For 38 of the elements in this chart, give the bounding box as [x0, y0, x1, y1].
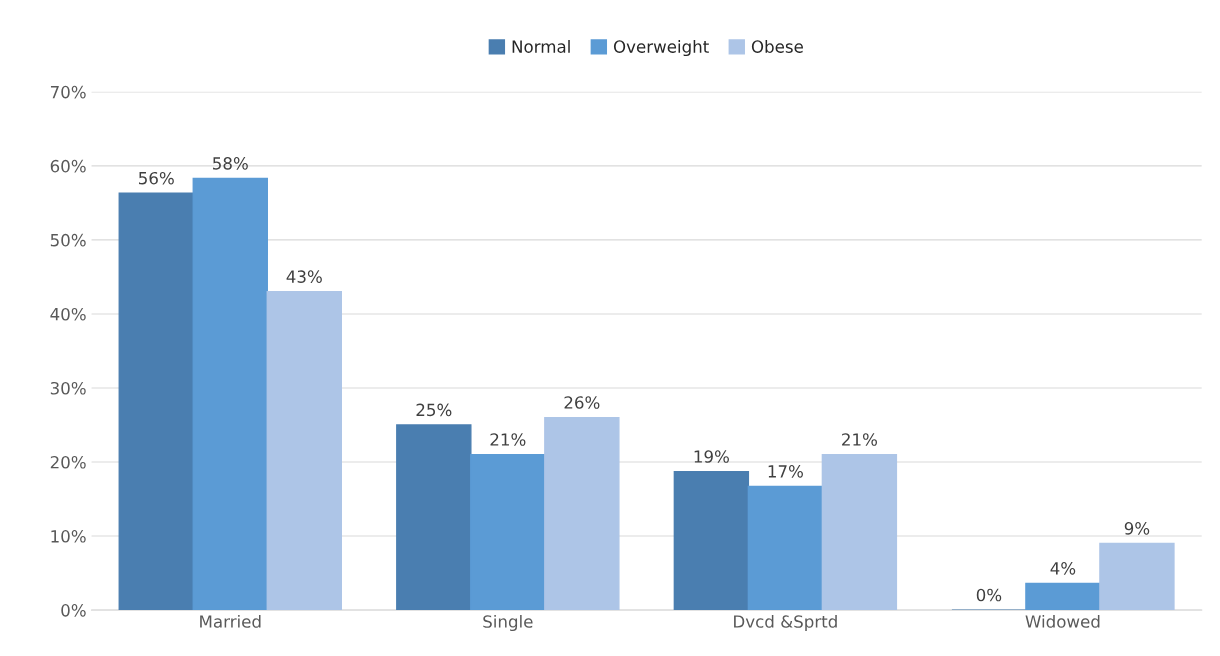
legend-label: Obese	[751, 39, 803, 53]
data-label: 25%	[416, 403, 452, 417]
x-tick-label: Single	[483, 614, 533, 632]
y-tick-label: 70%	[50, 85, 86, 99]
data-label: 4%	[1050, 562, 1076, 575]
bar	[118, 192, 194, 611]
bar	[821, 453, 898, 611]
y-tick-label: 30%	[50, 381, 86, 395]
y-tick-label: 40%	[50, 307, 86, 321]
legend-label: Overweight	[613, 39, 709, 57]
data-label: 26%	[564, 396, 600, 409]
bar	[1099, 542, 1175, 611]
bar	[747, 485, 824, 611]
y-tick-label: 0%	[61, 604, 86, 617]
data-label: 56%	[139, 171, 174, 185]
bar	[470, 453, 546, 611]
bar	[673, 470, 750, 611]
data-label: 21%	[490, 433, 526, 446]
data-label: 58%	[213, 157, 248, 170]
bar	[1025, 582, 1101, 611]
data-label: 21%	[842, 433, 877, 446]
data-label: 17%	[768, 465, 803, 478]
data-label: 0%	[976, 588, 1002, 602]
y-tick-label: 10%	[51, 530, 86, 543]
data-label: 19%	[694, 450, 729, 463]
legend-label: Normal	[512, 39, 570, 53]
y-tick-label: 50%	[50, 233, 86, 247]
x-tick-label: Dvcd &Sprtd	[734, 614, 837, 632]
bar	[396, 424, 472, 611]
x-tick-label: Widowed	[1025, 614, 1100, 628]
data-label: 43%	[286, 270, 322, 283]
y-tick-label: 60%	[50, 159, 86, 173]
x-tick-label: Married	[200, 614, 261, 628]
data-label: 9%	[1124, 522, 1150, 535]
bar	[192, 177, 268, 611]
bar	[266, 291, 342, 611]
y-tick-label: 20%	[50, 455, 86, 469]
bar	[544, 416, 620, 611]
